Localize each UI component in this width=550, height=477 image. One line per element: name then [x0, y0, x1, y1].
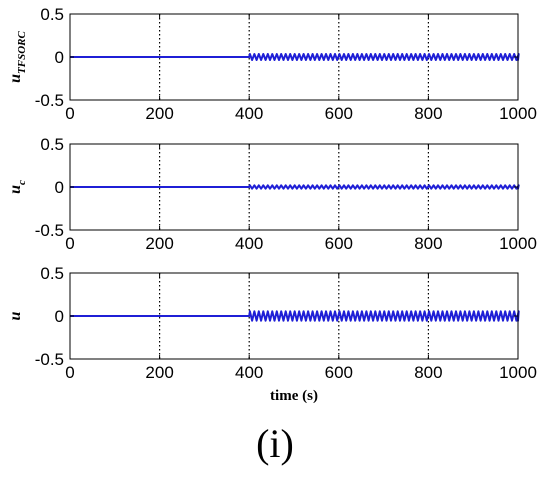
x-tick-label: 200	[145, 234, 173, 253]
x-tick-label: 800	[414, 104, 442, 123]
y-axis-label: uc	[7, 180, 28, 194]
x-tick-label: 600	[325, 363, 353, 382]
panel-label: (i)	[256, 421, 294, 466]
y-tick-label: 0.5	[40, 5, 64, 24]
x-tick-label: 800	[414, 363, 442, 382]
x-axis-label: time (s)	[270, 388, 318, 404]
series-line	[70, 310, 520, 322]
x-tick-label: 1000	[499, 104, 537, 123]
series-line	[70, 53, 520, 61]
x-tick-label: 400	[235, 363, 263, 382]
y-axis-label: u	[7, 311, 24, 320]
x-tick-label: 0	[65, 104, 74, 123]
y-tick-label: 0.5	[40, 264, 64, 283]
y-tick-label: 0	[55, 48, 64, 67]
x-tick-label: 1000	[499, 363, 537, 382]
series-line	[70, 184, 520, 190]
x-tick-label: 400	[235, 234, 263, 253]
x-tick-label: 200	[145, 363, 173, 382]
x-tick-label: 600	[325, 104, 353, 123]
y-tick-label: 0	[55, 307, 64, 326]
x-tick-label: 1000	[499, 234, 537, 253]
y-tick-label: -0.5	[35, 91, 64, 110]
x-tick-label: 800	[414, 234, 442, 253]
x-tick-label: 0	[65, 363, 74, 382]
y-tick-label: -0.5	[35, 221, 64, 240]
y-tick-label: 0	[55, 178, 64, 197]
y-tick-label: 0.5	[40, 135, 64, 154]
x-tick-label: 200	[145, 104, 173, 123]
x-tick-label: 600	[325, 234, 353, 253]
x-tick-label: 400	[235, 104, 263, 123]
y-tick-label: -0.5	[35, 350, 64, 369]
y-axis-label: uTFSORC	[7, 30, 28, 82]
x-tick-label: 0	[65, 234, 74, 253]
